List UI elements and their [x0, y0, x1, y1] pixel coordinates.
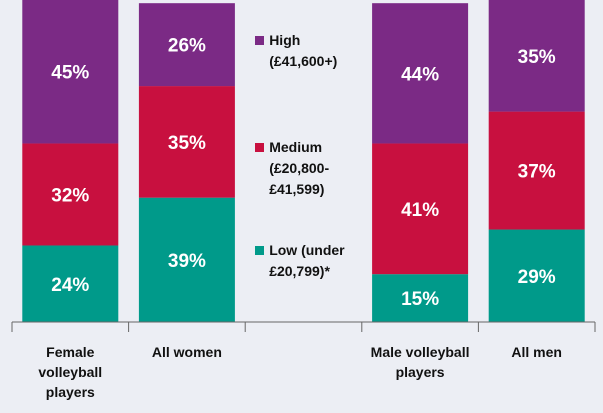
x-tick-label: Male volleyball players	[370, 344, 470, 380]
value-label: 15%	[401, 289, 439, 310]
legend-label: Low (under £20,799)*	[269, 242, 345, 279]
value-label: 29%	[518, 267, 556, 288]
bar-segment	[138, 3, 235, 87]
value-label: 41%	[401, 200, 439, 221]
legend-label: High (£41,600+)	[269, 32, 338, 69]
bar-segment	[22, 245, 119, 322]
x-tick-label: All women	[151, 344, 222, 360]
value-label: 39%	[168, 251, 206, 272]
bar-segment	[488, 0, 585, 112]
legend-label: Medium (£20,800-£41,599)	[269, 139, 330, 197]
bar-segment	[372, 3, 469, 144]
legend-swatch	[255, 246, 265, 255]
bar-segment	[488, 111, 585, 230]
bar-segment	[488, 229, 585, 322]
value-label: 35%	[518, 47, 556, 68]
bar-segment	[22, 143, 119, 246]
bar-segment	[138, 86, 235, 198]
x-tick-label: Female volleyball players	[38, 344, 103, 400]
bar-segment	[22, 0, 119, 144]
value-label: 37%	[518, 162, 556, 183]
value-label: 24%	[51, 275, 89, 296]
value-label: 32%	[51, 185, 89, 206]
value-label: 45%	[51, 63, 89, 84]
x-tick-label: All men	[511, 344, 562, 360]
bar-segment	[138, 197, 235, 322]
bar-segment	[372, 143, 469, 275]
value-label: 44%	[401, 64, 439, 85]
legend-swatch	[255, 36, 265, 45]
value-label: 35%	[168, 133, 206, 154]
value-label: 26%	[168, 36, 206, 57]
bar-segment	[372, 274, 469, 322]
legend-swatch	[255, 143, 265, 152]
